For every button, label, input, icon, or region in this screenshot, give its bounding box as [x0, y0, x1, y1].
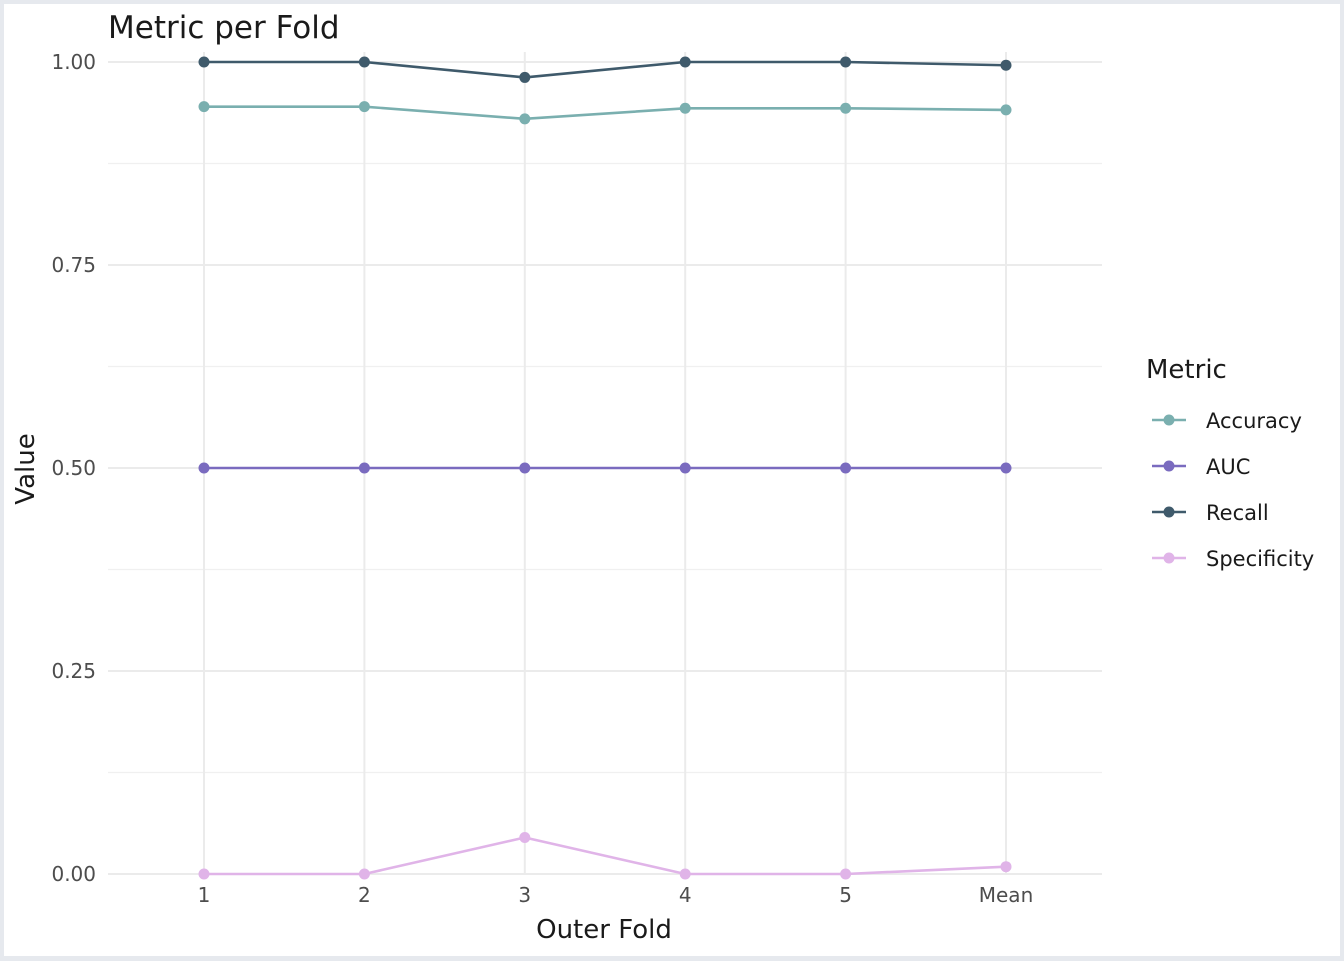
- y-tick-label: 0.25: [51, 659, 96, 683]
- data-point-auc: [840, 462, 852, 474]
- y-axis-title: Value: [11, 433, 41, 504]
- data-point-accuracy: [198, 101, 210, 113]
- legend-label: Accuracy: [1206, 409, 1302, 433]
- x-axis-title: Outer Fold: [536, 915, 672, 945]
- y-tick-label: 0.00: [51, 862, 96, 886]
- data-point-recall: [519, 71, 531, 83]
- series-specificity: [198, 831, 1012, 880]
- series-accuracy: [198, 101, 1012, 125]
- series-recall: [198, 56, 1012, 83]
- data-point-specificity: [358, 868, 370, 880]
- series-line-accuracy: [204, 105, 1007, 121]
- data-point-accuracy: [1000, 104, 1012, 116]
- y-tick-label: 1.00: [51, 50, 96, 74]
- legend-key-point: [1163, 414, 1175, 426]
- data-point-auc: [358, 462, 370, 474]
- series-line-specificity: [204, 836, 1007, 876]
- data-point-auc: [679, 462, 691, 474]
- x-tick-label: 3: [518, 883, 531, 907]
- data-point-specificity: [519, 831, 531, 843]
- legend-key-point: [1163, 552, 1175, 564]
- series-layer: [198, 56, 1012, 880]
- legend-item-auc: AUC: [1152, 455, 1250, 479]
- x-tick-label: Mean: [979, 883, 1034, 907]
- data-point-accuracy: [519, 113, 531, 125]
- y-tick-label: 0.75: [51, 253, 96, 277]
- x-tick-label: 1: [198, 883, 211, 907]
- legend-item-specificity: Specificity: [1152, 547, 1314, 571]
- data-point-recall: [840, 56, 852, 68]
- legend-key-point: [1163, 460, 1175, 472]
- data-point-recall: [358, 56, 370, 68]
- y-tick-label: 0.50: [51, 456, 96, 480]
- data-point-specificity: [679, 868, 691, 880]
- x-tick-label: 2: [358, 883, 371, 907]
- line-chart: Metric per Fold 0.00 0.25 0.50 0.75 1.00 1 2 3…: [11, 10, 1314, 945]
- legend-key-point: [1163, 506, 1175, 518]
- data-point-specificity: [198, 868, 210, 880]
- legend-label: Specificity: [1206, 547, 1314, 571]
- y-axis-ticks: 0.00 0.25 0.50 0.75 1.00: [51, 50, 96, 886]
- x-axis-ticks: 1 2 3 4 5 Mean: [198, 883, 1034, 907]
- data-point-accuracy: [679, 102, 691, 114]
- legend-label: Recall: [1206, 501, 1269, 525]
- series-auc: [198, 462, 1012, 474]
- data-point-accuracy: [358, 101, 370, 113]
- legend-label: AUC: [1206, 455, 1250, 479]
- data-point-specificity: [1000, 861, 1012, 873]
- data-point-accuracy: [840, 102, 852, 114]
- data-point-recall: [198, 56, 210, 68]
- legend: Metric Accuracy AUC Recall Specificity: [1146, 355, 1314, 571]
- legend-title: Metric: [1146, 355, 1227, 385]
- data-point-auc: [519, 462, 531, 474]
- legend-item-recall: Recall: [1152, 501, 1269, 525]
- data-point-specificity: [840, 868, 852, 880]
- data-point-auc: [1000, 462, 1012, 474]
- series-line-recall: [204, 60, 1007, 79]
- grid: [108, 52, 1102, 875]
- chart-frame: Metric per Fold 0.00 0.25 0.50 0.75 1.00 1 2 3…: [4, 4, 1340, 956]
- chart-title: Metric per Fold: [108, 10, 340, 46]
- data-point-recall: [679, 56, 691, 68]
- x-tick-label: 4: [679, 883, 692, 907]
- data-point-auc: [198, 462, 210, 474]
- legend-item-accuracy: Accuracy: [1152, 409, 1302, 433]
- data-point-recall: [1000, 59, 1012, 71]
- x-tick-label: 5: [839, 883, 852, 907]
